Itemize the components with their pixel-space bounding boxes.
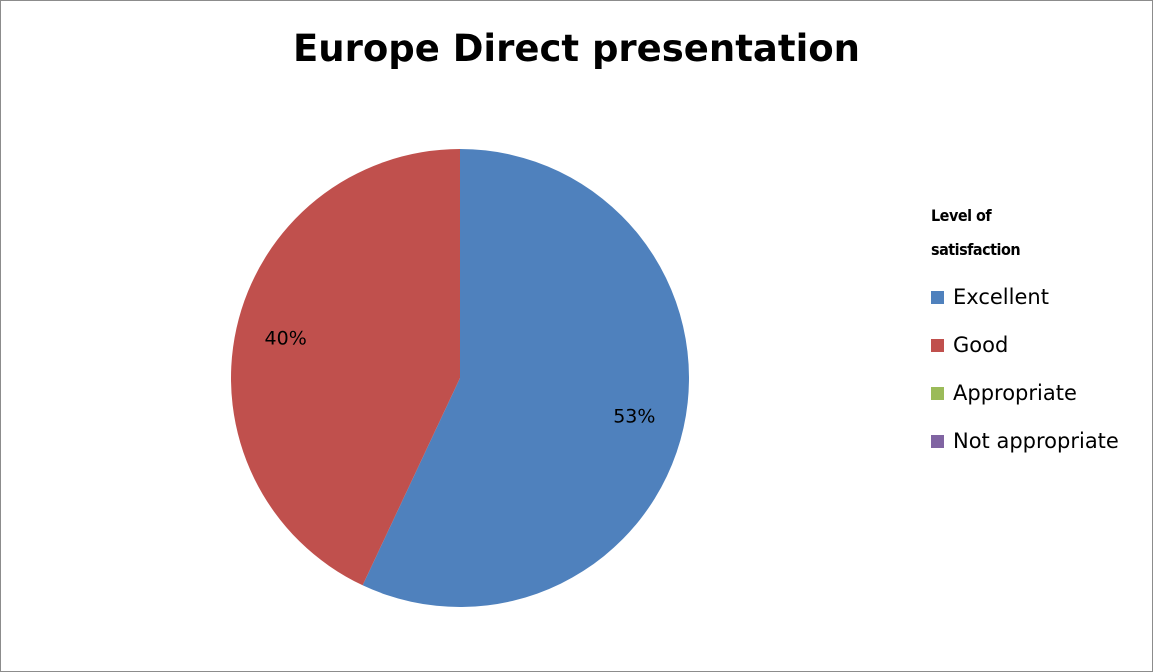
legend-item-appropriate: Appropriate (931, 369, 1146, 417)
legend-label: Not appropriate (953, 429, 1119, 453)
legend-swatch (931, 338, 944, 352)
legend-label: Good (953, 333, 1009, 357)
legend-swatch (931, 386, 944, 400)
legend-items: Excellent Good Appropriate Not appropriate (931, 273, 1146, 465)
legend: Level of satisfaction Excellent Good Appro… (931, 199, 1146, 465)
chart-title: Europe Direct presentation (292, 27, 861, 70)
data-label-good: 40% (265, 328, 307, 350)
legend-label: Excellent (953, 285, 1049, 309)
legend-item-good: Good (931, 321, 1146, 369)
legend-label: Appropriate (953, 381, 1077, 405)
legend-title: Level of satisfaction (931, 206, 1021, 259)
pie-slice-good (230, 149, 460, 586)
legend-item-excellent: Excellent (931, 273, 1146, 321)
legend-swatch (931, 290, 944, 304)
data-label-excellent: 53% (613, 405, 655, 427)
legend-item-not-appropriate: Not appropriate (931, 417, 1146, 465)
pie-slice-excellent (362, 149, 689, 607)
legend-swatch (931, 434, 944, 448)
